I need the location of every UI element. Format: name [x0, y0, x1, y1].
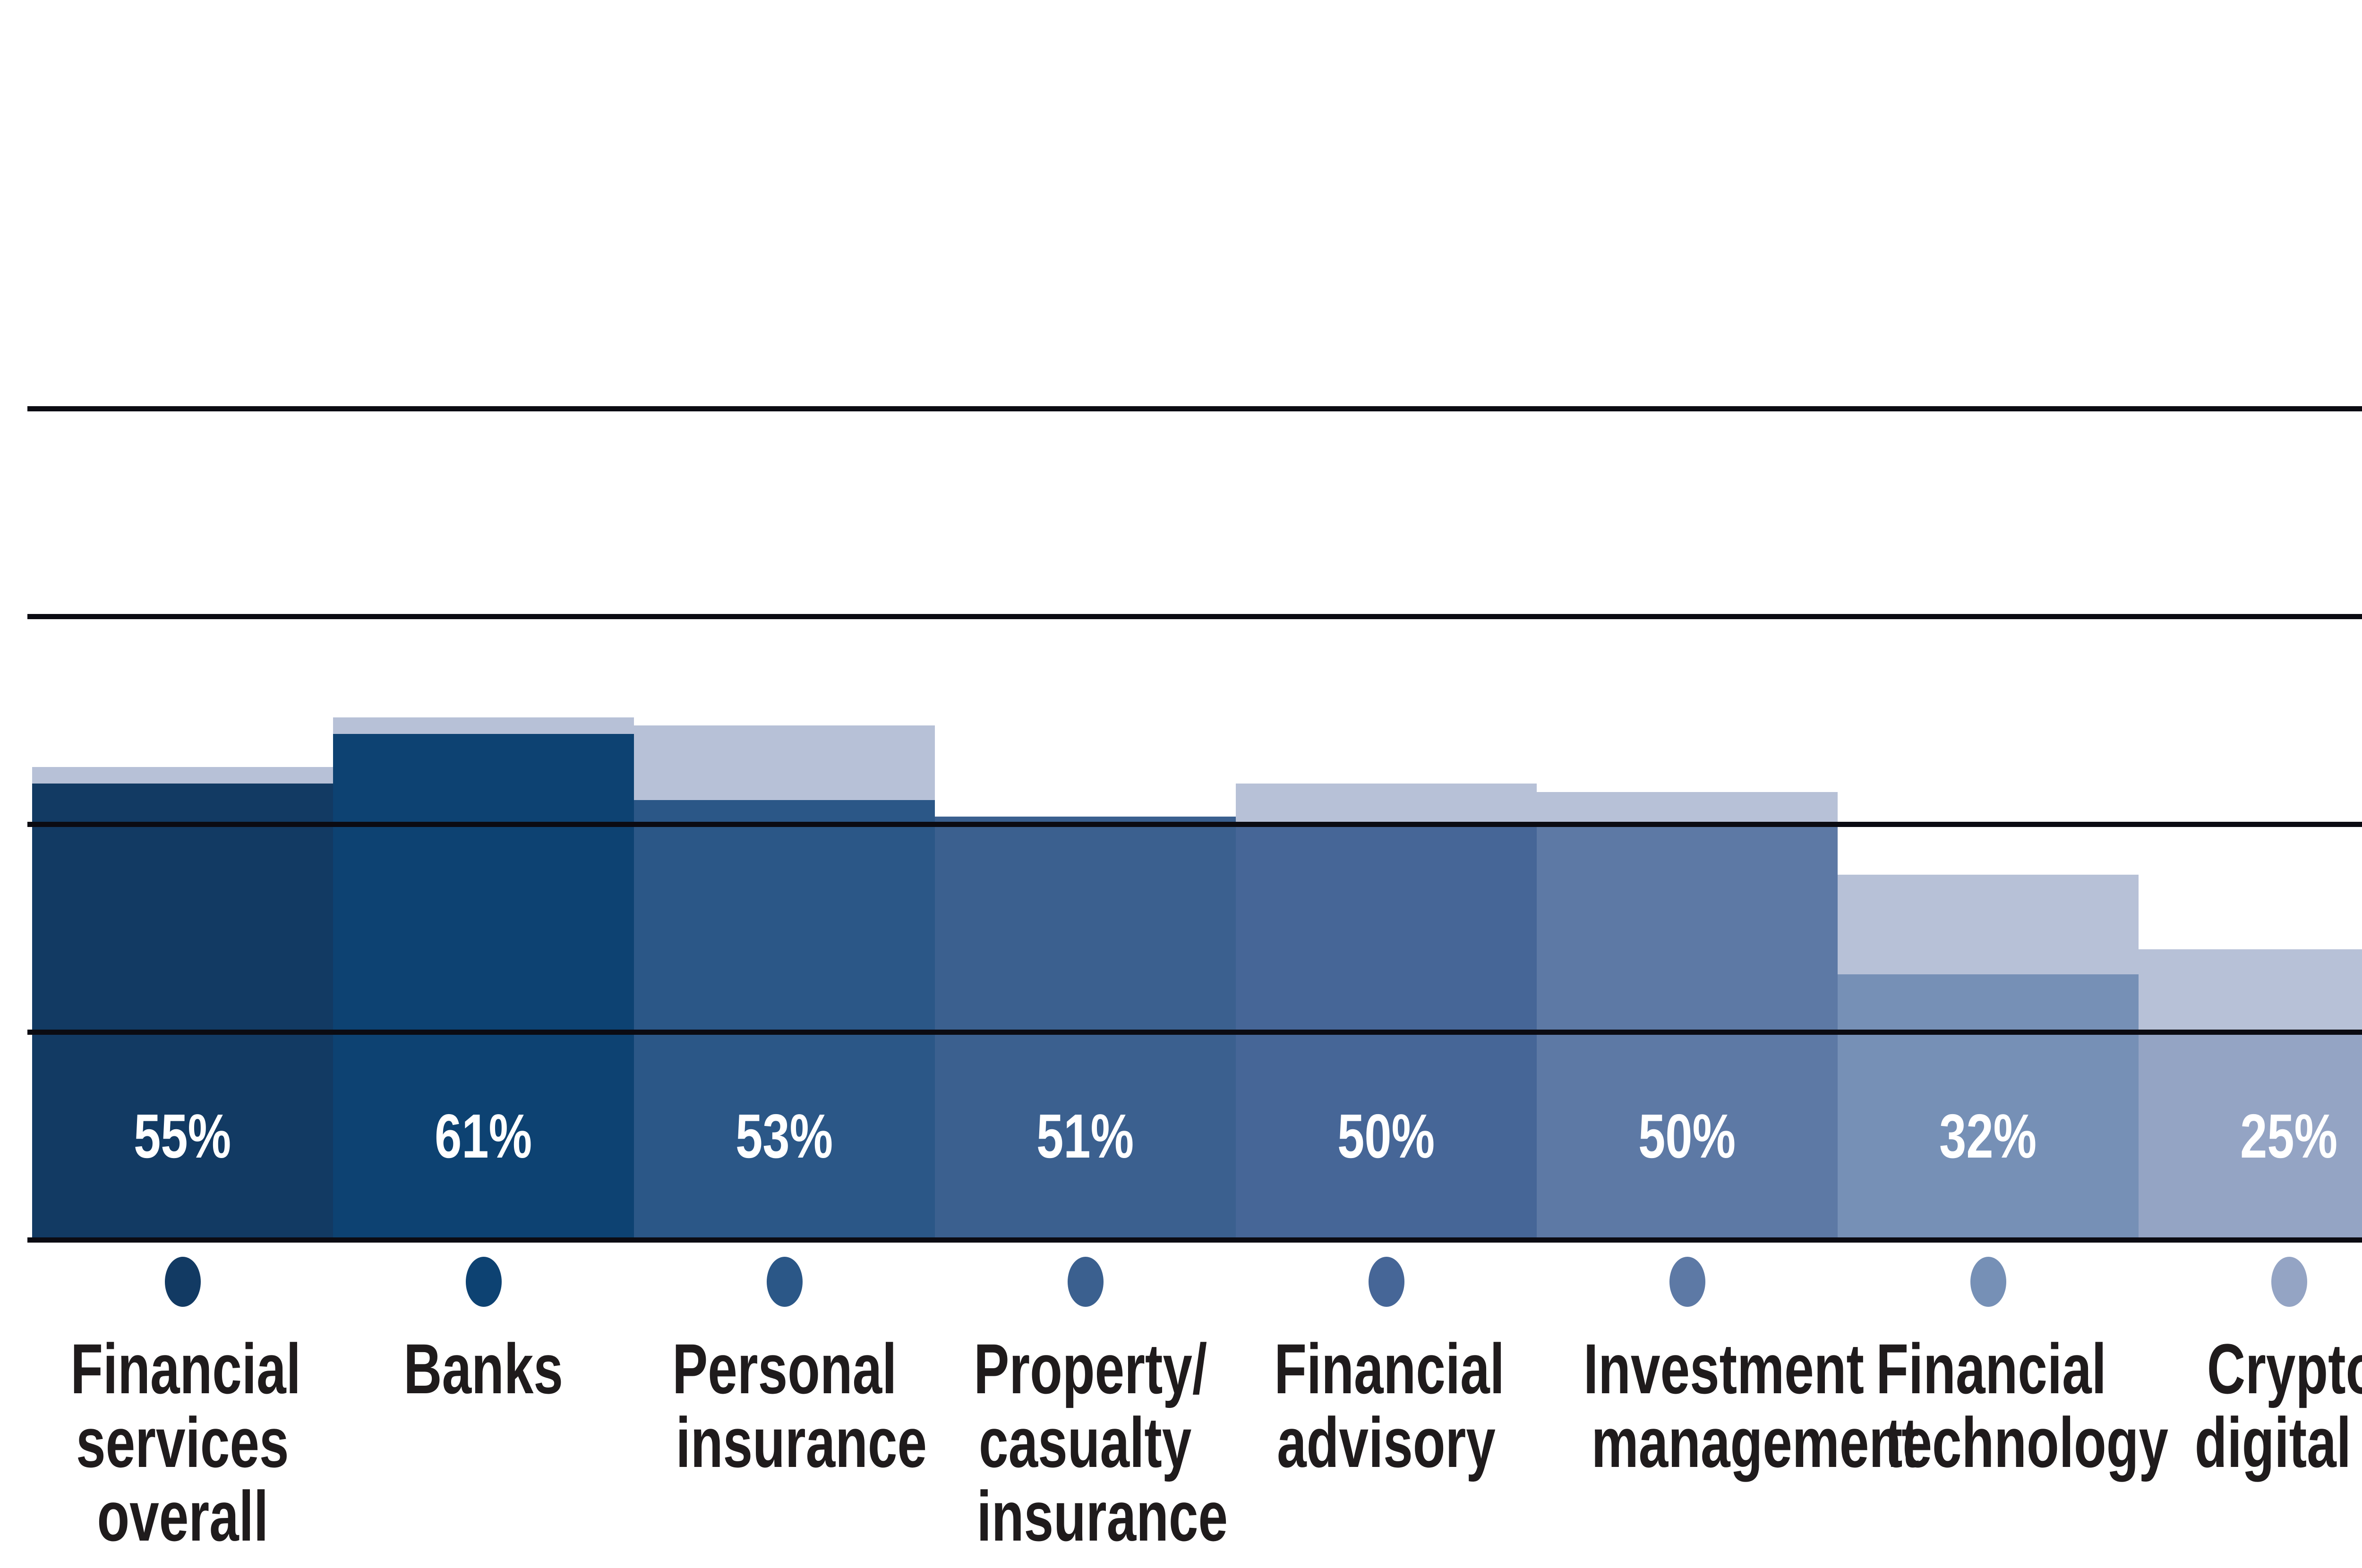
category-label-line: casualty [979, 1403, 1192, 1482]
category-dot-icon [465, 1257, 502, 1307]
category-dot-icon [164, 1257, 201, 1307]
category-label-line: technology [1885, 1403, 2169, 1482]
category-dot-icon [1970, 1257, 2006, 1307]
category-label-line: Cryptocurrency/ [2207, 1329, 2362, 1408]
category-dot-icon [766, 1257, 803, 1307]
category-label: Financial services overall [32, 1332, 333, 1553]
category-label-line: insurance [976, 1476, 1228, 1556]
bar [2139, 1032, 2362, 1240]
bar-value-label: 55% [134, 1101, 231, 1171]
bar [333, 733, 634, 1240]
category-label: Investment management [1537, 1329, 1919, 1482]
category-label: Personal insurance [634, 1332, 935, 1479]
bar-value-label: 51% [1036, 1101, 1134, 1171]
category-label: Banks [333, 1332, 634, 1406]
bar [935, 817, 1236, 1240]
bar-value-label: 61% [435, 1101, 532, 1171]
gridline-0 [27, 1237, 2362, 1243]
category-label: Property/casualty insurance [935, 1332, 1236, 1553]
category-label: Financial advisory [1236, 1332, 1537, 1479]
category-label-line: Financial [70, 1329, 301, 1408]
category-label-line: Property/ [974, 1329, 1207, 1408]
gridline-50 [27, 822, 2362, 827]
category-label-line: digital assets [2194, 1403, 2362, 1482]
category-label-line: overall [97, 1476, 268, 1556]
bar-value-label: 25% [2240, 1101, 2338, 1171]
bar [634, 800, 935, 1240]
bar-value-label: 50% [1337, 1101, 1435, 1171]
category-label: Financial technology [1838, 1329, 2169, 1482]
category-label-line: Investment [1583, 1329, 1864, 1408]
bar-value-label: 32% [1939, 1101, 2037, 1171]
gridline-75 [27, 614, 2362, 619]
category-dot-icon [1067, 1257, 1104, 1307]
gridline-25 [27, 1030, 2362, 1035]
category-label-line: services [76, 1403, 289, 1482]
category-label-line: Banks [403, 1329, 564, 1408]
bar-value-label: 50% [1638, 1101, 1736, 1171]
gridline-100 [27, 406, 2362, 411]
category-dot-icon [2271, 1257, 2307, 1307]
category-label-line: management [1591, 1403, 1919, 1482]
category-label-line: Financial [1876, 1329, 2106, 1408]
bar [1838, 974, 2139, 1240]
category-dot-icon [1368, 1257, 1404, 1307]
category-label-line: Personal [672, 1329, 897, 1408]
category-label: Cryptocurrency/digital assets [2139, 1332, 2362, 1479]
bar [32, 784, 333, 1240]
category-dot-icon [1669, 1257, 1705, 1307]
category-label-line: insurance [676, 1403, 927, 1482]
category-label-line: Financial [1274, 1329, 1505, 1408]
category-label-line: advisory [1277, 1403, 1496, 1482]
bar-value-label: 53% [736, 1101, 833, 1171]
